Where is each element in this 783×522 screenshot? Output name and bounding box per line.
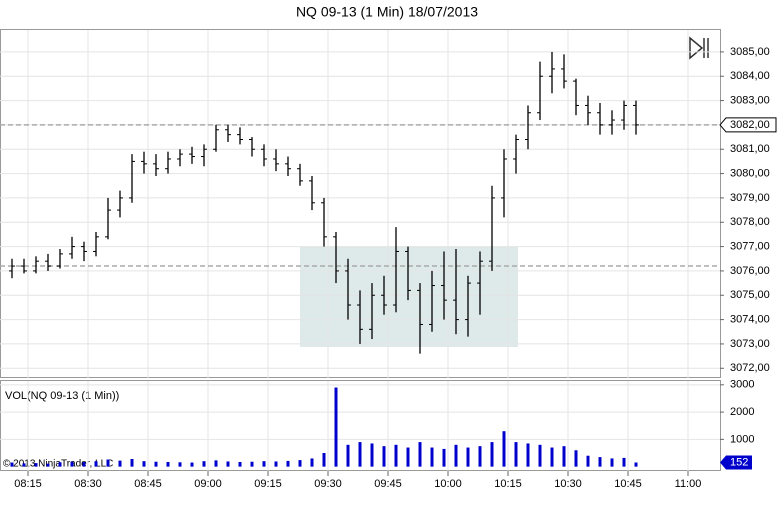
volume-bar <box>370 443 374 467</box>
last-volume-marker <box>720 455 752 470</box>
volume-bar <box>622 457 626 467</box>
volume-bar <box>202 461 206 467</box>
volume-bar <box>238 462 242 467</box>
volume-bar <box>526 443 530 467</box>
volume-bar <box>94 461 98 467</box>
volume-bar <box>430 447 434 467</box>
volume-bar <box>22 463 26 467</box>
x-tick-label: 09:45 <box>374 478 402 490</box>
volume-bar <box>346 444 350 467</box>
volume-bar <box>406 447 410 467</box>
volume-bar <box>466 447 470 467</box>
y-tick-label: 3076,00 <box>730 265 770 277</box>
volume-bar <box>334 387 338 467</box>
y-tick-label: 3080,00 <box>730 167 770 179</box>
volume-title: VOL(NQ 09-13 (1 Min)) <box>5 390 119 402</box>
volume-bar <box>442 448 446 467</box>
x-tick-label: 10:30 <box>554 478 582 490</box>
volume-bar <box>58 462 62 467</box>
x-tick-label: 09:15 <box>254 478 282 490</box>
volume-bar <box>154 461 158 467</box>
volume-bar <box>250 461 254 467</box>
volume-bar <box>130 459 134 467</box>
volume-bar <box>274 461 278 467</box>
x-tick-label: 10:15 <box>494 478 522 490</box>
y-tick-label: 3074,00 <box>730 314 770 326</box>
x-tick-label: 08:30 <box>74 478 102 490</box>
volume-bar <box>598 457 602 467</box>
volume-bar <box>382 446 386 467</box>
volume-bar <box>394 444 398 467</box>
volume-bar <box>118 460 122 467</box>
copyright: © 2013 NinjaTrader, LLC <box>3 459 113 470</box>
volume-bar <box>322 453 326 467</box>
volume-bar <box>562 446 566 467</box>
last-price-label: 3082,00 <box>730 119 770 131</box>
volume-bar <box>418 442 422 467</box>
volume-bar <box>34 463 38 467</box>
volume-bar <box>574 450 578 467</box>
volume-bar <box>310 458 314 467</box>
y-tick-label: 2000 <box>730 406 754 418</box>
volume-bar <box>358 442 362 467</box>
volume-bar <box>226 461 230 467</box>
zone-box <box>300 247 518 347</box>
y-tick-label: 3000 <box>730 379 754 391</box>
volume-bar <box>586 455 590 467</box>
x-tick-label: 10:00 <box>434 478 462 490</box>
volume-bar <box>190 462 194 467</box>
volume-bar <box>262 461 266 467</box>
y-tick-label: 3073,00 <box>730 338 770 350</box>
volume-bar <box>490 442 494 467</box>
volume-bar <box>478 446 482 467</box>
volume-bar <box>454 444 458 467</box>
last-price-marker <box>719 117 777 133</box>
volume-bar <box>286 460 290 467</box>
x-tick-label: 10:45 <box>614 478 642 490</box>
price-panel <box>0 29 721 378</box>
y-tick-label: 3078,00 <box>730 216 770 228</box>
volume-bar <box>634 462 638 467</box>
volume-bar <box>550 447 554 467</box>
last-volume-label: 152 <box>730 456 748 468</box>
y-tick-label: 3084,00 <box>730 70 770 82</box>
volume-bar <box>46 463 50 467</box>
x-tick-label: 11:00 <box>675 478 702 490</box>
y-tick-label: 3081,00 <box>730 143 770 155</box>
volume-bar <box>82 462 86 467</box>
y-tick-label: 1000 <box>730 433 754 445</box>
volume-bar <box>166 462 170 467</box>
volume-bar <box>70 461 74 467</box>
volume-bar <box>298 460 302 467</box>
y-tick-label: 3085,00 <box>730 46 770 58</box>
volume-bar <box>538 444 542 467</box>
play-icon[interactable] <box>689 36 709 60</box>
volume-bar <box>502 431 506 467</box>
x-tick-label: 08:15 <box>14 478 42 490</box>
volume-panel <box>0 380 721 471</box>
y-tick-label: 3083,00 <box>730 94 770 106</box>
y-tick-label: 3079,00 <box>730 192 770 204</box>
volume-bar <box>10 462 14 467</box>
x-tick-label: 08:45 <box>134 478 162 490</box>
volume-bar <box>178 462 182 467</box>
x-tick-label: 09:30 <box>314 478 342 490</box>
x-tick-label: 09:00 <box>194 478 222 490</box>
chart-title: NQ 09-13 (1 Min) 18/07/2013 <box>296 4 478 20</box>
volume-bar <box>610 458 614 467</box>
volume-bar <box>214 460 218 467</box>
volume-bar <box>142 461 146 467</box>
y-tick-label: 3075,00 <box>730 289 770 301</box>
y-tick-label: 3077,00 <box>730 240 770 252</box>
volume-bar <box>106 459 110 467</box>
y-tick-label: 3072,00 <box>730 362 770 374</box>
volume-bar <box>514 442 518 467</box>
